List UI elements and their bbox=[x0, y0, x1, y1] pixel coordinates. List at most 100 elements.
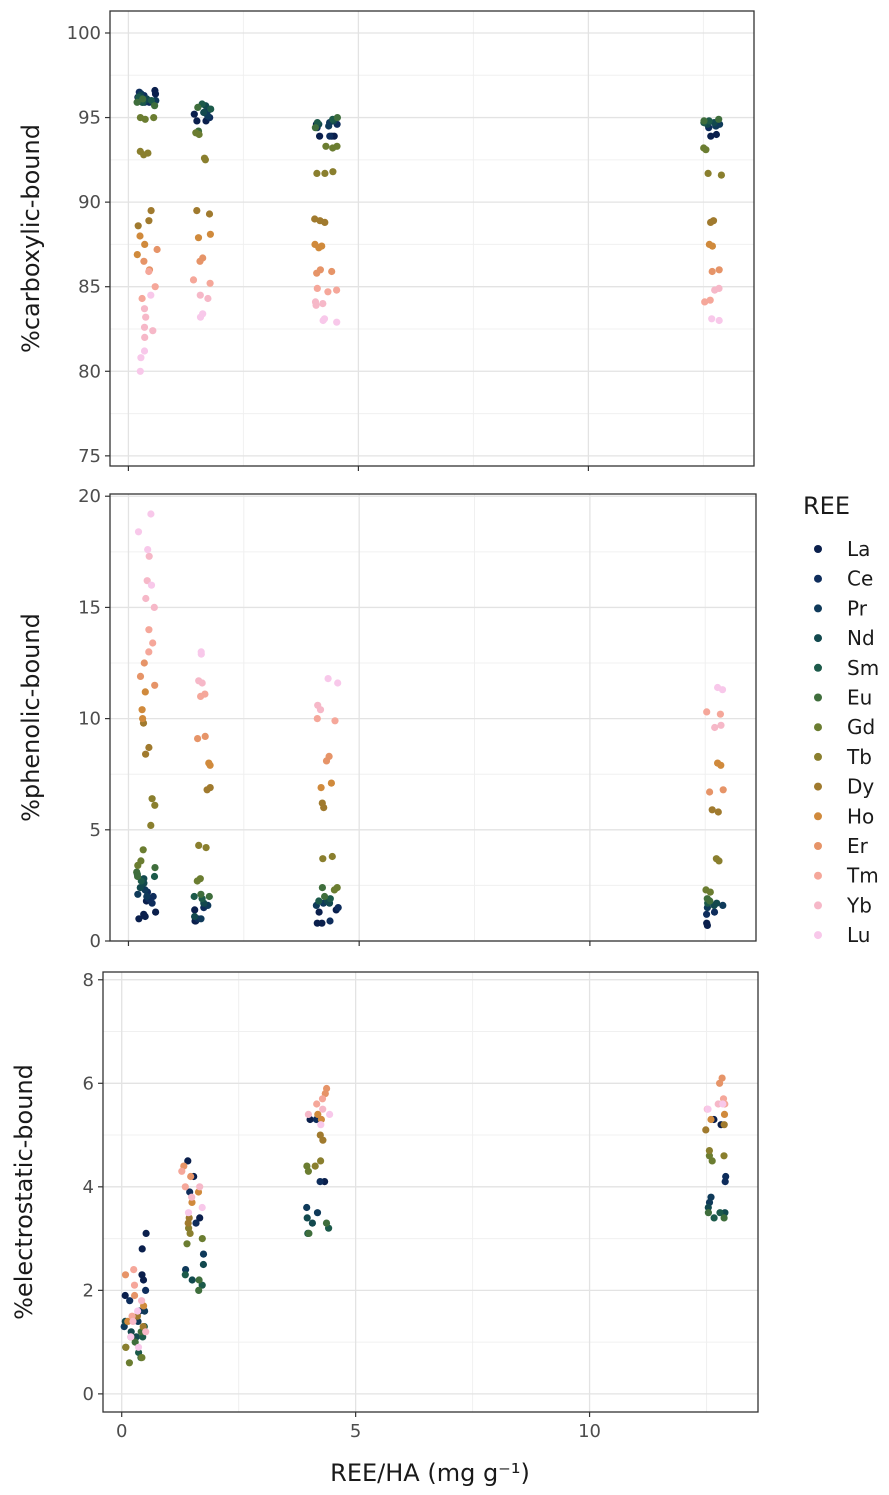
carboxylic-point-tb bbox=[140, 151, 148, 159]
carboxylic-point-er bbox=[140, 257, 148, 265]
electrostatic-x-tick-label: 10 bbox=[578, 1421, 601, 1442]
electrostatic-point-ho bbox=[188, 1198, 196, 1206]
electrostatic-point-ho bbox=[720, 1110, 729, 1118]
legend-label-dy: Dy bbox=[847, 775, 874, 799]
phenolic-point-ce bbox=[326, 917, 334, 925]
electrostatic-point-gd bbox=[198, 1235, 206, 1243]
carboxylic-point-ho bbox=[133, 251, 141, 259]
legend-key-tm bbox=[814, 871, 822, 880]
phenolic-point-eu bbox=[318, 884, 326, 892]
phenolic-point-tm bbox=[197, 692, 205, 701]
electrostatic-point-pr bbox=[182, 1266, 190, 1274]
electrostatic-point-lu bbox=[134, 1307, 142, 1315]
phenolic-panel-border bbox=[109, 493, 757, 942]
phenolic-point-ce bbox=[710, 908, 719, 916]
phenolic-point-ho bbox=[317, 784, 325, 792]
phenolic-point-gd bbox=[193, 877, 201, 885]
electrostatic-y-axis-title: %electrostatic-bound bbox=[10, 1064, 38, 1320]
carboxylic-point-la bbox=[712, 130, 721, 139]
carboxylic-point-tm bbox=[138, 294, 146, 303]
electrostatic-point-tb bbox=[311, 1162, 319, 1170]
carboxylic-point-lu bbox=[319, 316, 327, 325]
phenolic-point-tm bbox=[149, 639, 157, 647]
carboxylic-point-tb bbox=[717, 171, 726, 179]
carboxylic-point-ho bbox=[708, 242, 717, 250]
electrostatic-point-lu bbox=[704, 1105, 712, 1113]
electrostatic-plot-area bbox=[103, 972, 758, 1412]
electrostatic-point-tm bbox=[318, 1095, 327, 1103]
electrostatic-point-ho bbox=[707, 1115, 715, 1124]
electrostatic-point-pr bbox=[134, 1317, 142, 1325]
phenolic-point-ce bbox=[703, 910, 711, 918]
electrostatic-point-ce bbox=[142, 1286, 150, 1294]
carboxylic-point-ho bbox=[315, 244, 323, 252]
carboxylic-point-tb bbox=[704, 169, 712, 177]
electrostatic-point-pr bbox=[303, 1203, 311, 1212]
electrostatic-point-sm bbox=[710, 1214, 718, 1222]
legend-label-er: Er bbox=[847, 834, 869, 858]
electrostatic-point-gd bbox=[183, 1240, 191, 1248]
electrostatic-point-dy bbox=[702, 1126, 710, 1134]
phenolic-point-la bbox=[315, 908, 323, 916]
carboxylic-y-tick-label: 85 bbox=[78, 277, 101, 298]
phenolic-point-nd bbox=[191, 912, 199, 921]
electrostatic-point-tm bbox=[178, 1167, 186, 1175]
carboxylic-y-axis-title: %carboxylic-bound bbox=[17, 124, 45, 353]
electrostatic-point-la bbox=[196, 1214, 204, 1222]
phenolic-point-er bbox=[322, 757, 331, 765]
phenolic-y-tick-label: 20 bbox=[78, 486, 101, 507]
carboxylic-point-eu bbox=[133, 98, 141, 106]
electrostatic-point-tm bbox=[181, 1183, 189, 1191]
phenolic-point-ho bbox=[717, 761, 725, 769]
phenolic-point-lu bbox=[147, 510, 155, 518]
carboxylic-point-lu bbox=[708, 315, 716, 323]
electrostatic-y-tick-label: 0 bbox=[83, 1384, 94, 1405]
electrostatic-point-ho bbox=[124, 1317, 132, 1325]
phenolic-point-er bbox=[201, 732, 209, 741]
phenolic-point-eu bbox=[134, 872, 142, 881]
phenolic-y-tick-label: 0 bbox=[90, 931, 101, 952]
carboxylic-point-er bbox=[708, 267, 716, 276]
carboxylic-y-tick-label: 80 bbox=[78, 361, 101, 382]
phenolic-point-lu bbox=[324, 675, 332, 683]
phenolic-point-tm bbox=[145, 626, 153, 634]
legend-title: REE bbox=[803, 492, 850, 520]
carboxylic-point-er bbox=[313, 269, 321, 277]
electrostatic-point-er bbox=[131, 1291, 139, 1300]
electrostatic-point-tb bbox=[720, 1152, 728, 1160]
phenolic-point-eu bbox=[706, 897, 714, 905]
phenolic-point-pr bbox=[197, 915, 205, 923]
phenolic-point-lu bbox=[718, 686, 727, 694]
carboxylic-point-tm bbox=[706, 296, 714, 304]
electrostatic-point-pr bbox=[313, 1209, 322, 1217]
phenolic-point-yb bbox=[150, 603, 158, 612]
electrostatic-point-yb bbox=[188, 1193, 196, 1201]
phenolic-point-eu bbox=[151, 864, 159, 872]
legend-key-pr bbox=[814, 604, 822, 613]
x-axis-title: REE/HA (mg g⁻¹) bbox=[330, 1459, 530, 1487]
carboxylic-panel: 75 80 85 90 95 100 %carboxylic-bound bbox=[17, 10, 755, 471]
carboxylic-point-gd bbox=[702, 146, 710, 154]
phenolic-point-ce bbox=[148, 899, 156, 907]
electrostatic-point-tm bbox=[313, 1100, 321, 1108]
phenolic-point-dy bbox=[320, 804, 328, 812]
electrostatic-point-tm bbox=[130, 1281, 139, 1289]
electrostatic-point-ce bbox=[721, 1178, 729, 1186]
phenolic-point-sm bbox=[315, 897, 323, 905]
electrostatic-point-lu bbox=[198, 1203, 206, 1212]
phenolic-y-tick-label: 10 bbox=[78, 709, 101, 730]
carboxylic-point-yb bbox=[149, 327, 157, 335]
carboxylic-point-eu bbox=[311, 124, 319, 132]
electrostatic-point-eu bbox=[704, 1209, 713, 1217]
legend-key-er bbox=[814, 842, 822, 850]
legend-label-eu: Eu bbox=[847, 686, 872, 710]
phenolic-point-tb bbox=[319, 855, 327, 863]
electrostatic-point-gd bbox=[708, 1157, 716, 1165]
phenolic-point-lu bbox=[147, 581, 156, 589]
phenolic-point-er bbox=[151, 681, 159, 689]
phenolic-point-dy bbox=[145, 743, 153, 752]
legend-label-lu: Lu bbox=[847, 923, 870, 947]
carboxylic-point-tb bbox=[329, 168, 337, 176]
electrostatic-point-ce bbox=[316, 1178, 324, 1186]
phenolic-point-yb bbox=[711, 723, 719, 732]
